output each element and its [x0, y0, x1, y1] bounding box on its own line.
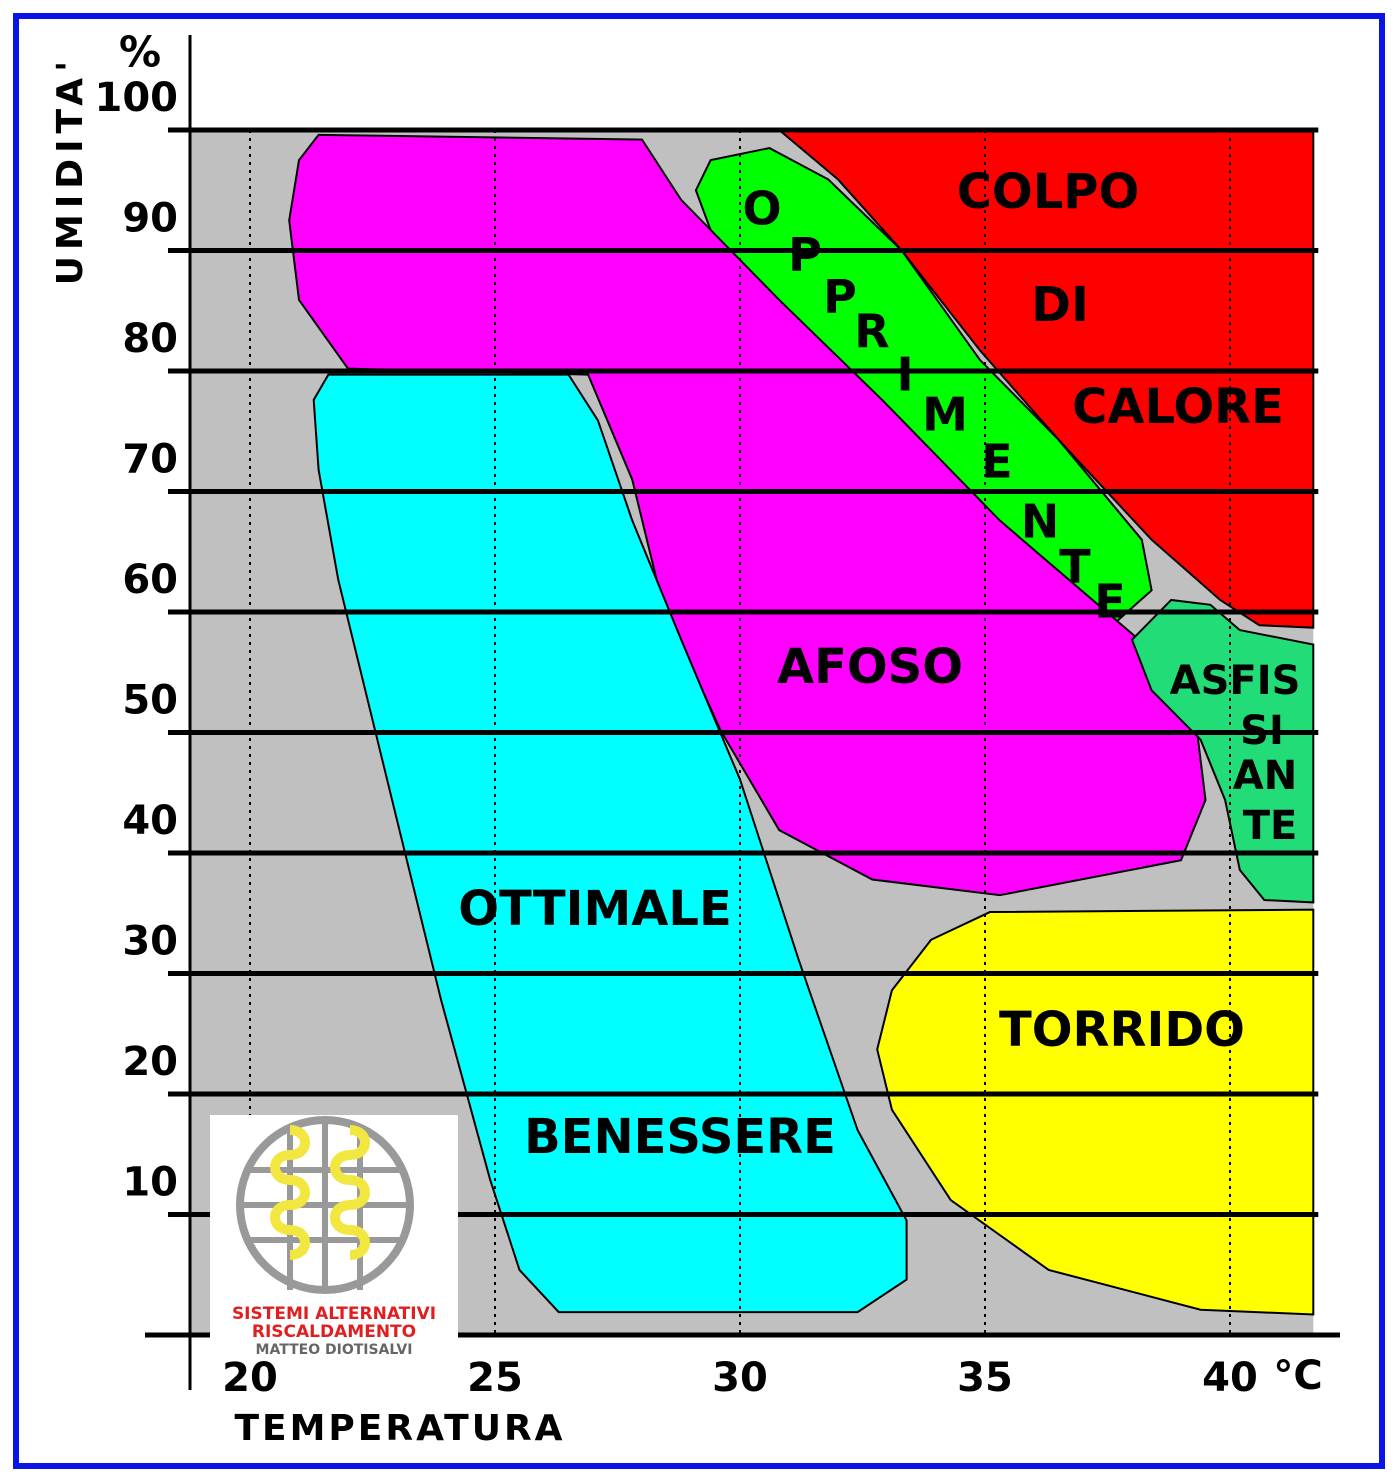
region-label: CALORE — [1072, 379, 1284, 435]
logo: SISTEMI ALTERNATIVI RISCALDAMENTO MATTEO… — [210, 1115, 458, 1360]
y-unit: % — [119, 28, 161, 77]
region-label: R — [854, 305, 889, 359]
region-label: SI — [1240, 708, 1284, 754]
y-tick-label: 100 — [95, 75, 179, 121]
y-tick-label: 60 — [122, 557, 178, 603]
y-tick-label: 30 — [122, 919, 178, 965]
y-tick-label: 50 — [122, 678, 178, 724]
region — [288, 133, 1207, 897]
region-label: P — [823, 270, 857, 324]
region — [312, 373, 908, 1314]
y-tick-label: 40 — [122, 798, 178, 844]
x-tick-label: 25 — [467, 1355, 523, 1401]
region-label: DI — [1031, 277, 1089, 333]
region-label: TORRIDO — [999, 1002, 1245, 1058]
region-label: N — [1021, 495, 1060, 549]
region-label: O — [742, 182, 781, 236]
region-label: M — [922, 388, 968, 442]
y-axis-label: UMIDITA' — [50, 55, 91, 285]
region — [776, 129, 1315, 629]
y-tick-label: 10 — [122, 1160, 178, 1206]
y-tick-label: 80 — [122, 316, 178, 362]
x-axis-label: TEMPERATURA — [234, 1408, 565, 1449]
logo-text: RISCALDAMENTO — [252, 1322, 416, 1342]
logo-text: MATTEO DIOTISALVI — [256, 1342, 413, 1358]
x-unit: °C — [1273, 1353, 1322, 1399]
logo-text: SISTEMI ALTERNATIVI — [232, 1304, 436, 1324]
y-tick-label: 20 — [122, 1039, 178, 1085]
region-label: P — [788, 228, 822, 282]
region-label: TE — [1243, 803, 1298, 849]
y-tick-label: 90 — [122, 196, 178, 242]
region-label: COLPO — [957, 164, 1140, 220]
region-label: E — [1094, 575, 1125, 629]
region-label: OTTIMALE — [458, 881, 732, 937]
region-label: I — [896, 348, 913, 402]
logo-coil — [270, 1125, 370, 1260]
region-label: AFOSO — [777, 639, 963, 695]
region-label: ASFIS — [1170, 658, 1301, 704]
region-label: T — [1059, 540, 1091, 594]
region-label: E — [981, 435, 1012, 489]
x-tick-label: 30 — [712, 1355, 768, 1401]
y-tick-label: 70 — [122, 437, 178, 483]
region-label: AN — [1233, 753, 1297, 799]
region-label: BENESSERE — [524, 1109, 836, 1165]
x-tick-label: 20 — [222, 1355, 278, 1401]
x-tick-label: 35 — [957, 1355, 1013, 1401]
x-tick-label: 40 — [1202, 1355, 1258, 1401]
